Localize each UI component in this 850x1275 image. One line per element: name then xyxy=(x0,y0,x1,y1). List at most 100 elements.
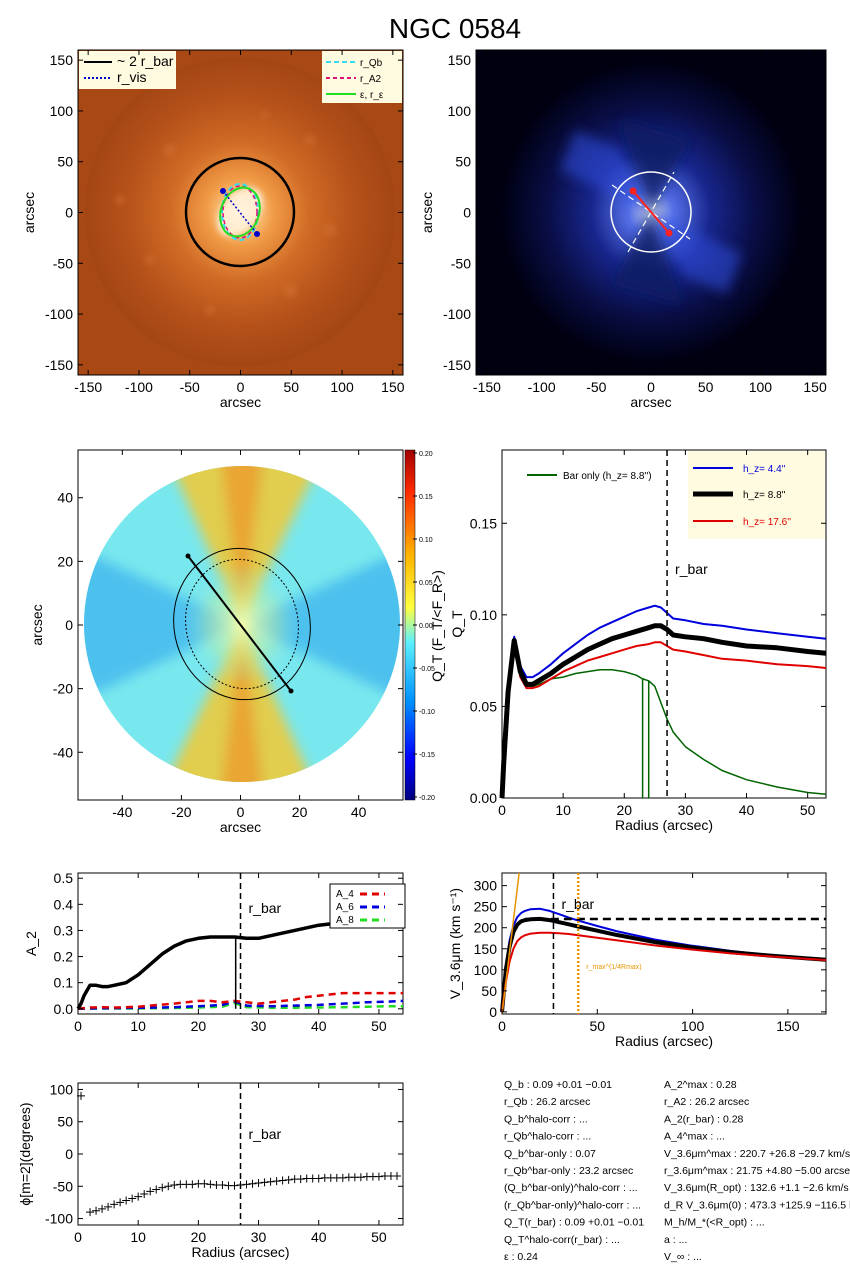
x-tick-label: 50 xyxy=(283,379,299,395)
phase-point xyxy=(206,1180,215,1189)
phase-point xyxy=(338,1173,347,1182)
y-tick-label: 250 xyxy=(474,899,498,915)
panel-image-bar: -150 -100 -50 0 50 100 150 -150 -100 -50 0 50 100 150… xyxy=(419,49,827,410)
qt-series: r_bar xyxy=(499,450,827,799)
x-tick-label: 50 xyxy=(800,802,816,818)
stat-line: ε : 0.24 xyxy=(504,1251,538,1263)
rbar-label: r_bar xyxy=(675,561,708,577)
y-tick-label: -100 xyxy=(443,306,471,322)
stats-right-column: A_2^max : 0.28 r_A2 : 26.2 arcsec A_2(r_ba… xyxy=(664,1079,850,1263)
galaxy-core xyxy=(217,187,263,237)
axes-force-map: -40 -20 0 20 40 -40 -20 0 20 40 arcsec arcsec xyxy=(29,450,403,835)
x-tick-label: -150 xyxy=(74,379,102,395)
y-tick-label: -100 xyxy=(45,306,73,322)
y-tick-label: 0 xyxy=(65,1146,73,1162)
stat-line: r_Qb^bar-only : 23.2 arcsec xyxy=(504,1165,633,1177)
x-tick-label: 50 xyxy=(371,1018,387,1034)
legend-label-hz88: h_z= 8.8'' xyxy=(743,490,786,501)
stat-line: Q_b : 0.09 +0.01 −0.01 xyxy=(504,1079,612,1091)
x-tick-label: 0 xyxy=(74,1229,82,1245)
x-tick-label: 40 xyxy=(311,1229,327,1245)
y-tick-label: 20 xyxy=(57,553,73,569)
legend-label-rqb: r_Qb xyxy=(360,58,383,69)
phase-point xyxy=(254,1179,263,1188)
rbar-label: r_bar xyxy=(249,900,282,916)
colorbar-ticks: 0.20 0.15 0.10 0.05 0.00 -0.05 -0.10 -0.15 -0.20 xyxy=(413,451,435,802)
y-tick-label: 50 xyxy=(481,983,497,999)
panel-phase-profile: r_bar 0 10 20 30 40 50 -100 -50 0 50 100 Radius (ar… xyxy=(17,1081,404,1260)
legend-label-bar-only: Bar only (h_z= 8.8'') xyxy=(563,471,652,482)
x-tick-label: 30 xyxy=(678,802,694,818)
rmax-label: r_max^(1/4Rmax) xyxy=(586,964,641,971)
panel-a2-profile: r_bar A_4 A_6 A_8 0 10 20 30 40 50 0.0 0.1 0.2 0.… xyxy=(23,870,406,1034)
x-tick-label: 20 xyxy=(191,1018,207,1034)
x-axis-label: arcsec xyxy=(220,819,261,835)
y-tick-label: 0.15 xyxy=(470,515,497,531)
phase-point xyxy=(128,1194,137,1203)
x-tick-label: -20 xyxy=(171,804,191,820)
stat-line: r_Qb^halo-corr : ... xyxy=(504,1131,591,1143)
x-tick-label: 20 xyxy=(292,804,308,820)
legend-label-epsilon: ε, r_ε xyxy=(360,90,384,101)
phase-point xyxy=(86,1208,95,1217)
phase-point xyxy=(248,1179,257,1188)
bar-minor-axis xyxy=(627,171,675,253)
colorbar-tick-label: 0.15 xyxy=(419,494,433,501)
y-tick-label: -40 xyxy=(53,744,73,760)
ellipse-rqb xyxy=(221,183,259,241)
ring-2rbar xyxy=(184,156,296,268)
legend-label-2rbar: ~ 2 r_bar xyxy=(117,53,174,69)
stat-line: Q_T(r_bar) : 0.09 +0.01 −0.01 xyxy=(504,1217,644,1229)
x-tick-label: 0 xyxy=(237,804,245,820)
y-tick-label: 150 xyxy=(50,52,74,68)
stat-line: r_3.6μm^max : 21.75 +4.80 −5.00 arcsec xyxy=(664,1165,850,1177)
axes-image-bar: -150 -100 -50 0 50 100 150 -150 -100 -50 0 50 100 150… xyxy=(419,50,827,410)
phase-point xyxy=(284,1175,293,1184)
y-tick-label: -150 xyxy=(443,357,471,373)
y-tick-label: 0.4 xyxy=(54,896,74,912)
phase-point xyxy=(158,1183,167,1192)
colorbar-tick-label: 0.05 xyxy=(419,580,433,587)
phase-point xyxy=(314,1174,323,1183)
bar-length xyxy=(632,190,670,234)
y-axis-label: V_3.6μm (km s⁻¹) xyxy=(447,888,463,999)
phase-point xyxy=(146,1187,155,1196)
stat-line: M_h/M_*(<R_opt) : ... xyxy=(664,1217,765,1229)
colorbar-label: Q_T (F_T/<F_R>) xyxy=(429,570,445,682)
phase-point xyxy=(134,1192,143,1201)
y-tick-label: -150 xyxy=(45,357,73,373)
axes-phase-profile: 0 10 20 30 40 50 -100 -50 0 50 100 Radius (arcsec) ϕ… xyxy=(17,1081,403,1260)
stat-line: V_∞ : ... xyxy=(664,1251,702,1263)
a2-series-line xyxy=(77,991,403,1011)
y-tick-label: -100 xyxy=(45,1211,73,1227)
x-tick-label: -50 xyxy=(586,379,606,395)
colorbar-tick-label: -0.05 xyxy=(419,666,435,673)
phase-point xyxy=(272,1177,281,1186)
x-tick-label: 30 xyxy=(251,1018,267,1034)
y-tick-label: 0.1 xyxy=(54,975,74,991)
y-tick-label: 0 xyxy=(65,617,73,633)
bar-end xyxy=(665,229,673,237)
colorbar-tick-label: -0.15 xyxy=(419,752,435,759)
phase-point xyxy=(122,1196,131,1205)
y-tick-label: 40 xyxy=(57,490,73,506)
y-tick-label: 0.3 xyxy=(54,922,74,938)
x-axis-label: arcsec xyxy=(220,394,261,410)
y-tick-label: 100 xyxy=(474,962,498,978)
phase-point xyxy=(356,1173,365,1182)
x-tick-label: 50 xyxy=(698,379,714,395)
y-tick-label: 0 xyxy=(463,205,471,221)
x-tick-label: 40 xyxy=(351,804,367,820)
rbar-label: r_bar xyxy=(561,896,594,912)
x-axis-label: Radius (arcsec) xyxy=(615,1033,713,1049)
y-tick-label: 150 xyxy=(474,941,498,957)
colorbar-tick-label: 0.00 xyxy=(419,623,433,630)
panel-qt-profile: r_bar Bar only (h_z= 8.8'') h_z= 4.4'' h… xyxy=(449,449,827,833)
phase-point xyxy=(110,1200,119,1209)
phase-point xyxy=(104,1202,113,1211)
x-tick-label: 10 xyxy=(130,1018,146,1034)
x-axis-label: arcsec xyxy=(630,394,671,410)
axes-image-ellipses: -150 -100 -50 0 50 100 150 -150 -100 -50 0 50 100 150… xyxy=(21,50,405,410)
y-tick-label: 50 xyxy=(455,154,471,170)
y-axis-label: arcsec xyxy=(29,604,45,645)
